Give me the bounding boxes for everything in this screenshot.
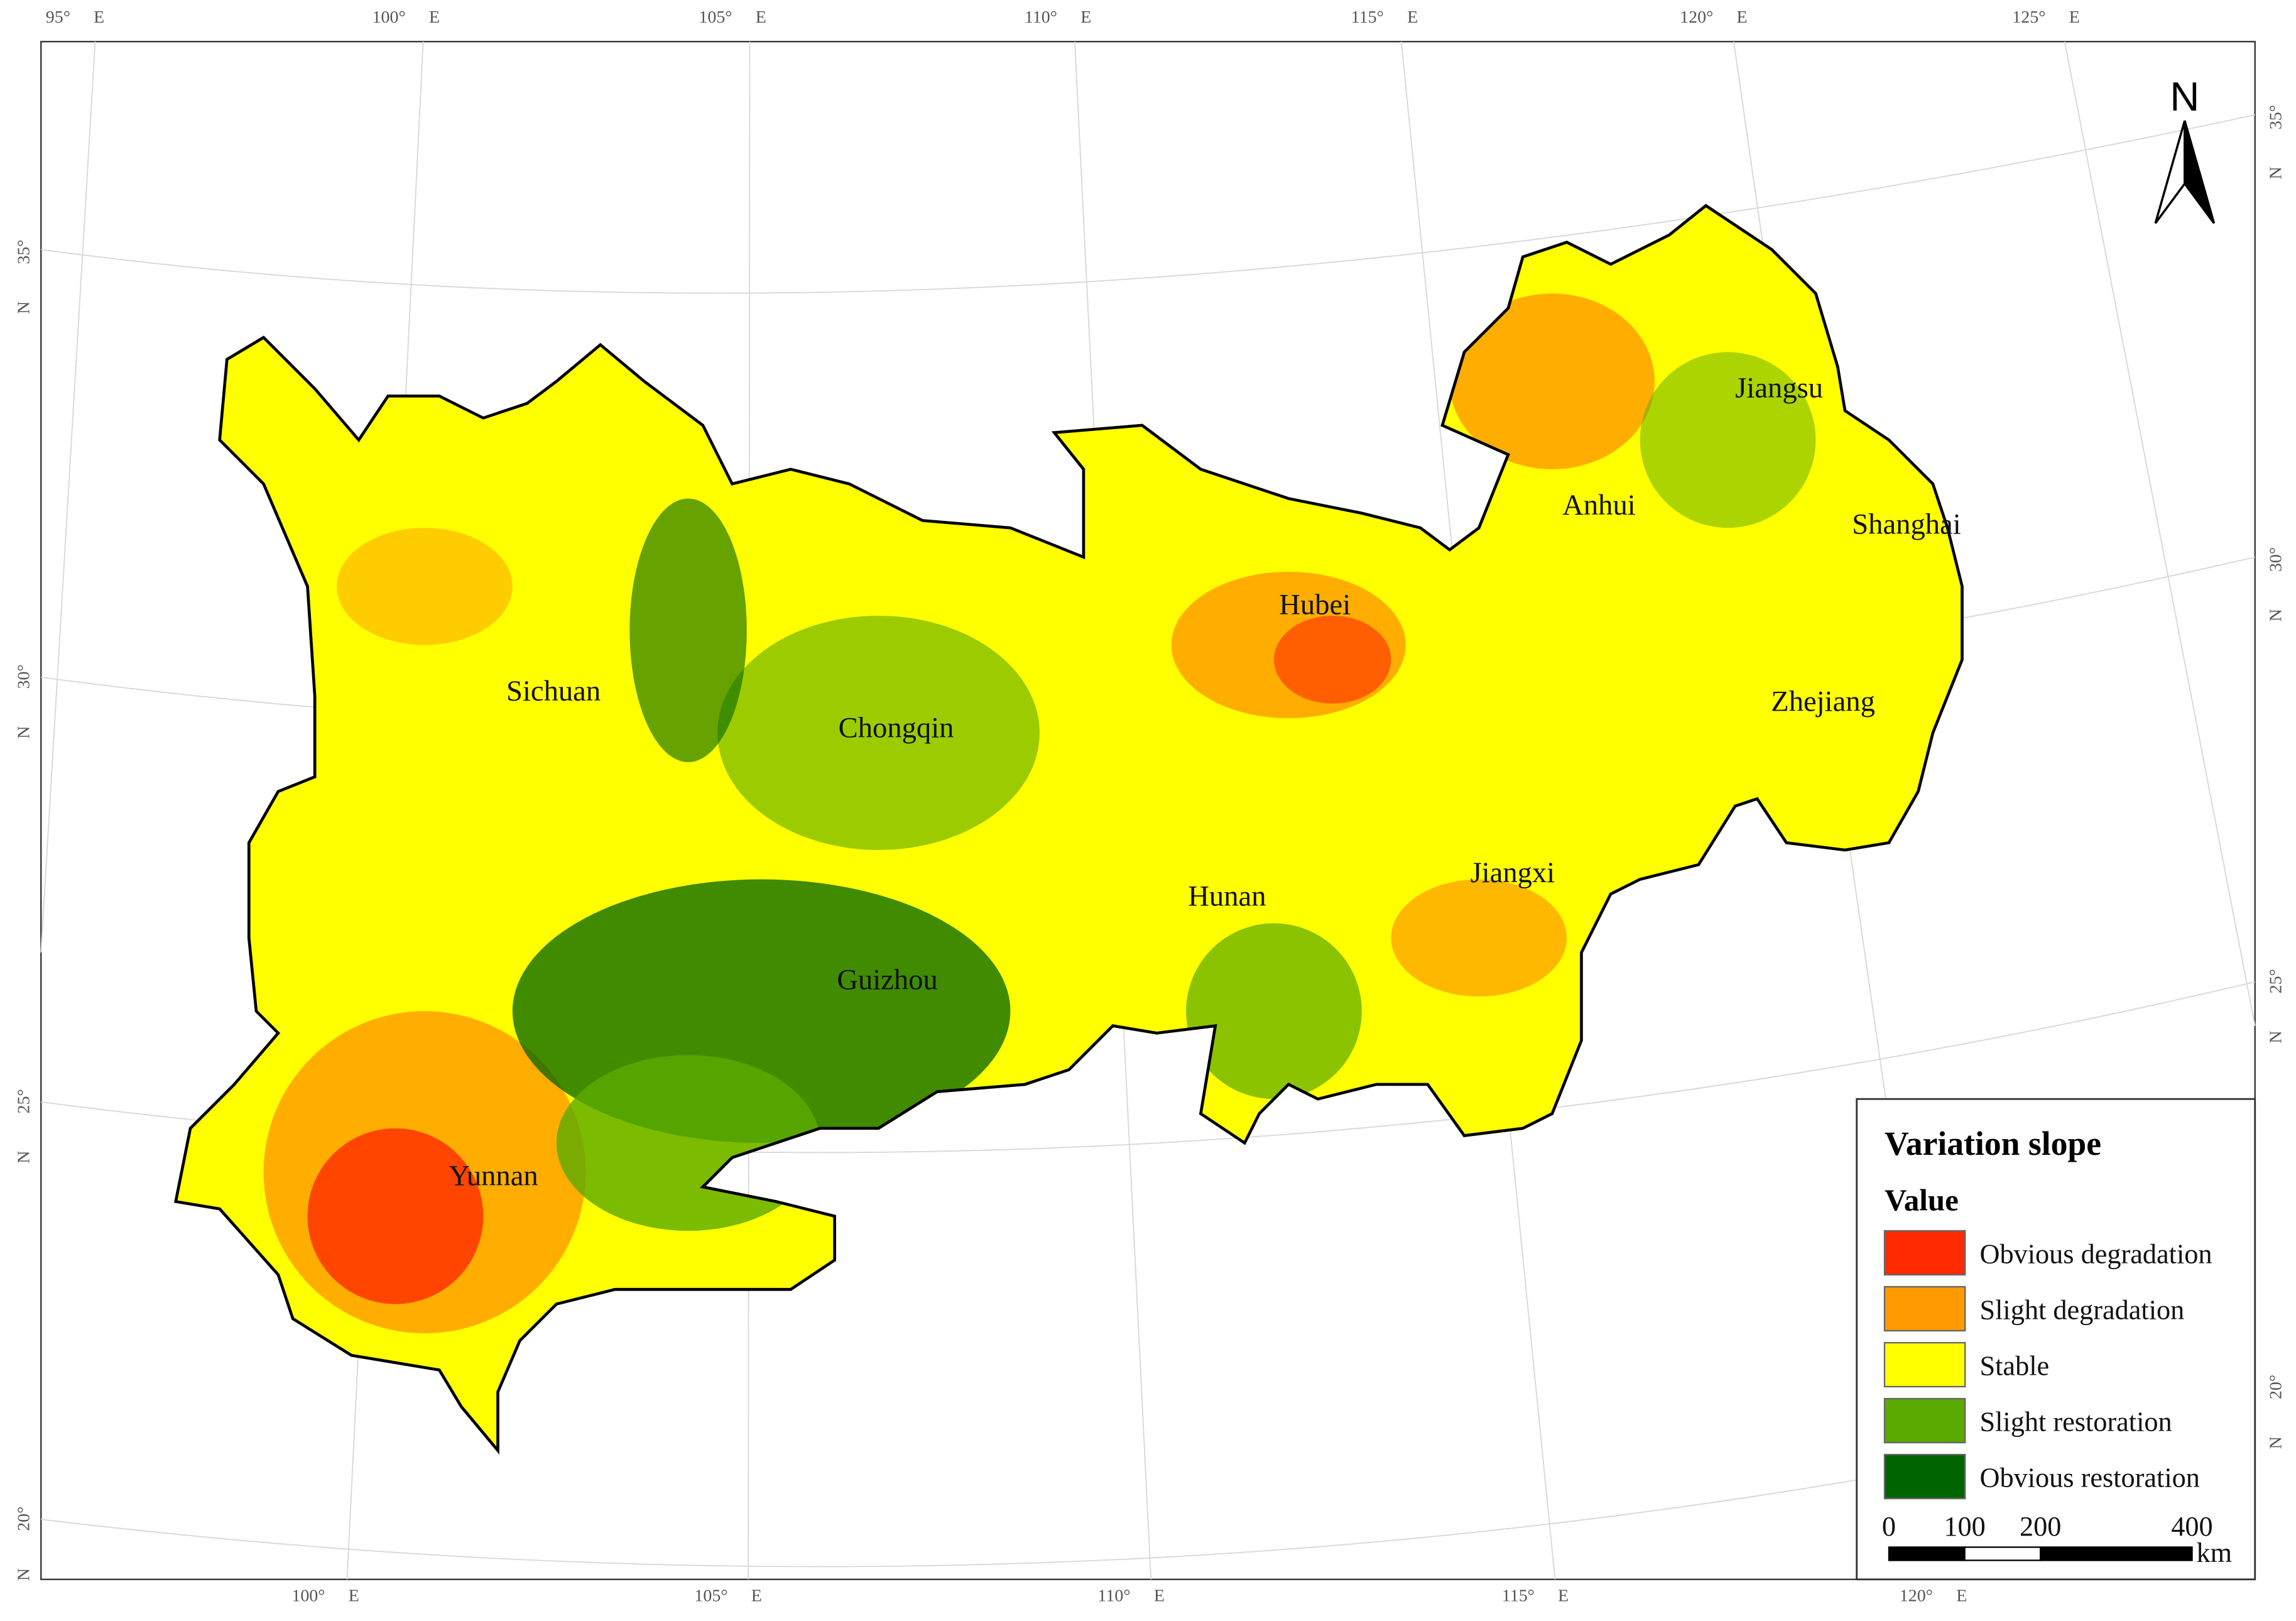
scale-unit: km (2196, 1537, 2232, 1568)
scale-label: 200 (2020, 1511, 2061, 1542)
province-label: Sichuan (506, 675, 601, 707)
legend-swatch (1883, 1454, 1966, 1500)
legend-label: Obvious restoration (1980, 1462, 2200, 1493)
scale-label: 0 (1882, 1511, 1896, 1542)
graticule-degree: 115° (1502, 1586, 1535, 1606)
graticule-degree: 20° (2266, 1375, 2286, 1399)
graticule-degree: 110° (1025, 8, 1057, 27)
arrow-right (2184, 120, 2216, 224)
province-labels: Sichuan Chongqin Guizhou Yunnan Hubei Hu… (449, 372, 1961, 1193)
province-label: Jiangsu (1735, 372, 1823, 405)
graticule-degree: 125° (2012, 8, 2045, 27)
legend-label: Slight degradation (1980, 1294, 2185, 1325)
legend-swatch (1883, 1230, 1966, 1276)
province-label: Yunnan (449, 1160, 538, 1193)
graticule-degree: 35° (2266, 105, 2286, 129)
legend-swatch (1883, 1341, 1966, 1388)
province-label: Guizhou (837, 963, 938, 996)
province-label: Zhejiang (1771, 685, 1875, 718)
legend-box (1856, 1098, 2256, 1581)
legend-subtitle: Value (1885, 1182, 1959, 1217)
graticule-direction: N (2266, 609, 2286, 621)
graticule-degree: 25° (2266, 969, 2286, 993)
graticule-direction: E (1080, 8, 1091, 27)
scale-label: 400 (2171, 1511, 2212, 1542)
graticule-degree: 35° (14, 239, 34, 264)
legend-label: Slight restoration (1980, 1406, 2172, 1437)
legend-swatch (1883, 1397, 1966, 1444)
map-frame (40, 41, 2256, 1580)
graticule-direction: N (14, 1151, 34, 1164)
province-label: Chongqin (839, 711, 954, 744)
graticule-degree: 100° (291, 1586, 325, 1606)
graticule-direction: E (1558, 1586, 1569, 1606)
graticule-degree: 120° (1900, 1586, 1933, 1606)
graticule-direction: E (1956, 1586, 1967, 1606)
north-arrow: N (2154, 74, 2216, 224)
graticule-degree: 105° (694, 1586, 727, 1606)
province-label: Anhui (1562, 489, 1636, 521)
scale-segment (1964, 1546, 2042, 1561)
graticule-degree: 25° (14, 1089, 34, 1113)
graticule-direction: E (2069, 8, 2080, 27)
graticule-direction: E (1737, 8, 1748, 27)
province-label: Hunan (1188, 880, 1266, 913)
graticule-degree: 100° (373, 8, 406, 27)
scale-label: 100 (1944, 1511, 1985, 1542)
scale-segment (1888, 1546, 1966, 1561)
graticule-direction: E (1407, 8, 1418, 27)
legend-label: Stable (1980, 1350, 2050, 1381)
graticule-direction: E (751, 1586, 762, 1606)
graticule-direction: E (429, 8, 440, 27)
graticule-degree: 120° (1680, 8, 1713, 27)
graticule-direction: N (2266, 166, 2286, 179)
graticule-direction: N (2266, 1030, 2286, 1043)
province-label: Hubei (1279, 589, 1351, 621)
graticule-direction: N (14, 726, 34, 739)
graticule-degree: 95° (46, 8, 70, 27)
north-label: N (2170, 74, 2199, 119)
graticule-direction: N (14, 302, 34, 314)
legend-swatch (1883, 1285, 1966, 1332)
graticule-degree: 30° (14, 664, 34, 689)
graticule-degree: 110° (1097, 1586, 1130, 1606)
graticule-direction: E (349, 1586, 359, 1606)
graticule-degree: 105° (699, 8, 732, 27)
legend-label: Obvious degradation (1980, 1238, 2212, 1269)
graticule-direction: N (2266, 1436, 2286, 1449)
legend-title: Variation slope (1885, 1125, 2101, 1162)
graticule-direction: E (94, 8, 104, 27)
province-label: Jiangxi (1471, 856, 1555, 889)
graticule-direction: E (1154, 1586, 1165, 1606)
graticule-degree: 115° (1351, 8, 1384, 27)
graticule-direction: N (14, 1568, 34, 1581)
legend: Variation slope Value Obvious degradatio… (1856, 1098, 2256, 1581)
graticule-direction: E (756, 8, 766, 27)
graticule-degree: 20° (14, 1507, 34, 1531)
scale-segment (2040, 1546, 2193, 1561)
province-label: Shanghai (1852, 508, 1961, 540)
graticule-degree: 30° (2266, 547, 2286, 572)
